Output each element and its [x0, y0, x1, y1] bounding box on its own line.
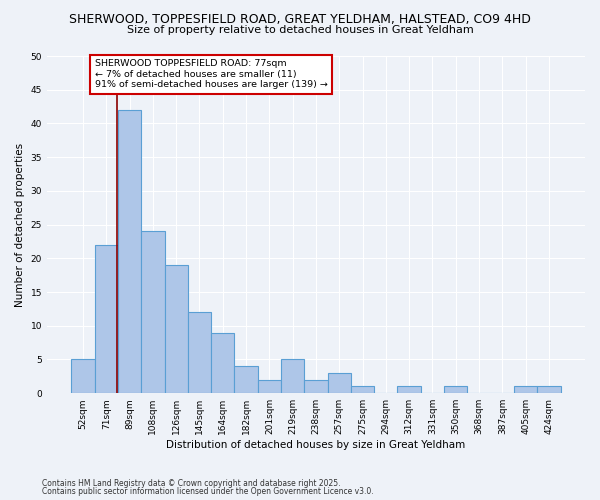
Bar — [118, 110, 141, 393]
Y-axis label: Number of detached properties: Number of detached properties — [15, 142, 25, 306]
Bar — [514, 386, 537, 393]
Bar — [281, 360, 304, 393]
Bar — [537, 386, 560, 393]
Bar — [258, 380, 281, 393]
X-axis label: Distribution of detached houses by size in Great Yeldham: Distribution of detached houses by size … — [166, 440, 466, 450]
Text: Contains HM Land Registry data © Crown copyright and database right 2025.: Contains HM Land Registry data © Crown c… — [42, 478, 341, 488]
Text: Contains public sector information licensed under the Open Government Licence v3: Contains public sector information licen… — [42, 487, 374, 496]
Bar — [351, 386, 374, 393]
Bar — [95, 245, 118, 393]
Text: Size of property relative to detached houses in Great Yeldham: Size of property relative to detached ho… — [127, 25, 473, 35]
Bar — [71, 360, 95, 393]
Bar — [141, 232, 164, 393]
Bar — [211, 332, 235, 393]
Text: SHERWOOD TOPPESFIELD ROAD: 77sqm
← 7% of detached houses are smaller (11)
91% of: SHERWOOD TOPPESFIELD ROAD: 77sqm ← 7% of… — [95, 60, 328, 89]
Bar — [235, 366, 258, 393]
Bar — [188, 312, 211, 393]
Bar — [328, 373, 351, 393]
Bar — [444, 386, 467, 393]
Bar — [397, 386, 421, 393]
Bar — [304, 380, 328, 393]
Bar — [164, 265, 188, 393]
Text: SHERWOOD, TOPPESFIELD ROAD, GREAT YELDHAM, HALSTEAD, CO9 4HD: SHERWOOD, TOPPESFIELD ROAD, GREAT YELDHA… — [69, 12, 531, 26]
